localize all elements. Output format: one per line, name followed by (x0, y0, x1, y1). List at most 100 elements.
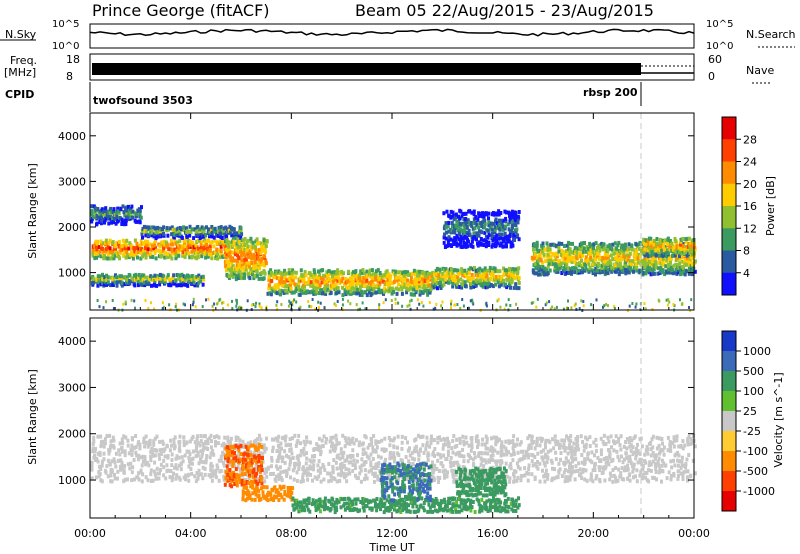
velocity-cell (310, 459, 314, 464)
power-cell (487, 223, 491, 228)
velocity-cell (491, 453, 495, 458)
velocity-cell (213, 435, 216, 440)
velocity-cell (316, 468, 320, 473)
velocity-cell (308, 440, 312, 445)
power-cell (624, 267, 628, 272)
power-cell (184, 238, 188, 243)
velocity-cell (652, 476, 656, 481)
velocity-cell (114, 451, 118, 456)
power-ylabel: Slant Range [km] (26, 163, 39, 259)
power-cell (389, 286, 393, 291)
power-cell (635, 265, 639, 270)
velocity-cell (342, 463, 346, 468)
velocity-cell (236, 445, 240, 450)
power-cell (335, 291, 339, 295)
velocity-cell (224, 453, 228, 458)
velocity-cell (628, 436, 632, 441)
power-cell (449, 209, 453, 214)
power-cell (635, 249, 638, 254)
power-cell (605, 255, 609, 260)
velocity-cell (279, 455, 283, 460)
velocity-cell (130, 470, 134, 475)
power-cell (543, 247, 547, 252)
velocity-cell (210, 445, 213, 450)
power-cell (479, 282, 483, 287)
velocity-cell (92, 435, 96, 440)
velocity-cell (446, 449, 450, 454)
power-cell (434, 306, 437, 310)
power-cell (483, 268, 487, 273)
velocity-cell (392, 453, 396, 458)
power-cell (390, 286, 394, 291)
velocity-cell (187, 449, 191, 454)
velocity-cell (182, 443, 186, 448)
power-cell (151, 255, 155, 259)
power-cell (223, 233, 227, 237)
velocity-cell (235, 479, 239, 484)
velocity-cell (299, 479, 303, 484)
velocity-cell (490, 436, 493, 441)
power-cell (172, 273, 176, 278)
freq-tick-top: 18 (66, 53, 80, 66)
power-cell (213, 256, 217, 261)
power-cell (123, 249, 127, 254)
velocity-cell (165, 463, 169, 468)
power-cell (475, 223, 479, 228)
power-cell (145, 280, 149, 285)
power-cell (510, 279, 514, 284)
power-cell (442, 240, 446, 245)
velocity-cell (530, 459, 534, 464)
velocity-cell (675, 438, 679, 443)
power-cell (186, 229, 189, 234)
power-cell (654, 260, 658, 265)
velocity-cell (424, 447, 428, 452)
velocity-cell (563, 479, 567, 484)
power-cell (338, 281, 342, 286)
velocity-cell (351, 454, 355, 458)
power-cell (457, 231, 461, 236)
power-cell (137, 250, 141, 254)
power-cell (425, 278, 429, 283)
power-cell (329, 290, 333, 295)
power-cell (475, 268, 478, 273)
velocity-cell (283, 449, 287, 454)
power-cell (336, 278, 340, 283)
power-cell (248, 276, 252, 281)
power-cell (241, 238, 245, 243)
power-cell (510, 272, 514, 277)
power-cell (92, 243, 96, 248)
power-cell (584, 249, 588, 254)
power-cell (457, 237, 461, 242)
velocity-cell (229, 453, 233, 458)
power-cell (504, 224, 508, 229)
power-cell (111, 299, 114, 302)
velocity-cell (122, 468, 126, 473)
velocity-cell (162, 465, 166, 470)
power-cell (309, 280, 313, 285)
power-cell (103, 220, 106, 225)
velocity-cell (500, 443, 503, 448)
power-cell (631, 259, 635, 264)
power-cell (489, 221, 493, 226)
velocity-cell (473, 455, 477, 460)
velocity-cell (491, 465, 495, 470)
velocity-cell (673, 463, 677, 468)
power-cell (127, 214, 131, 219)
freq-label-1: Freq. (10, 54, 37, 67)
velocity-cell (457, 464, 461, 469)
velocity-cell (312, 447, 316, 452)
power-cell (307, 271, 311, 276)
velocity-cell (429, 438, 433, 442)
velocity-cell (636, 449, 640, 454)
power-cell (428, 283, 432, 288)
power-cell (382, 301, 385, 305)
power-cell (342, 271, 345, 276)
velocity-cell (543, 479, 547, 484)
power-cell (511, 267, 515, 272)
power-cell (334, 304, 337, 307)
velocity-cell (170, 463, 174, 468)
power-cell (360, 270, 364, 275)
velocity-cell (377, 440, 381, 444)
power-cell (236, 245, 240, 250)
